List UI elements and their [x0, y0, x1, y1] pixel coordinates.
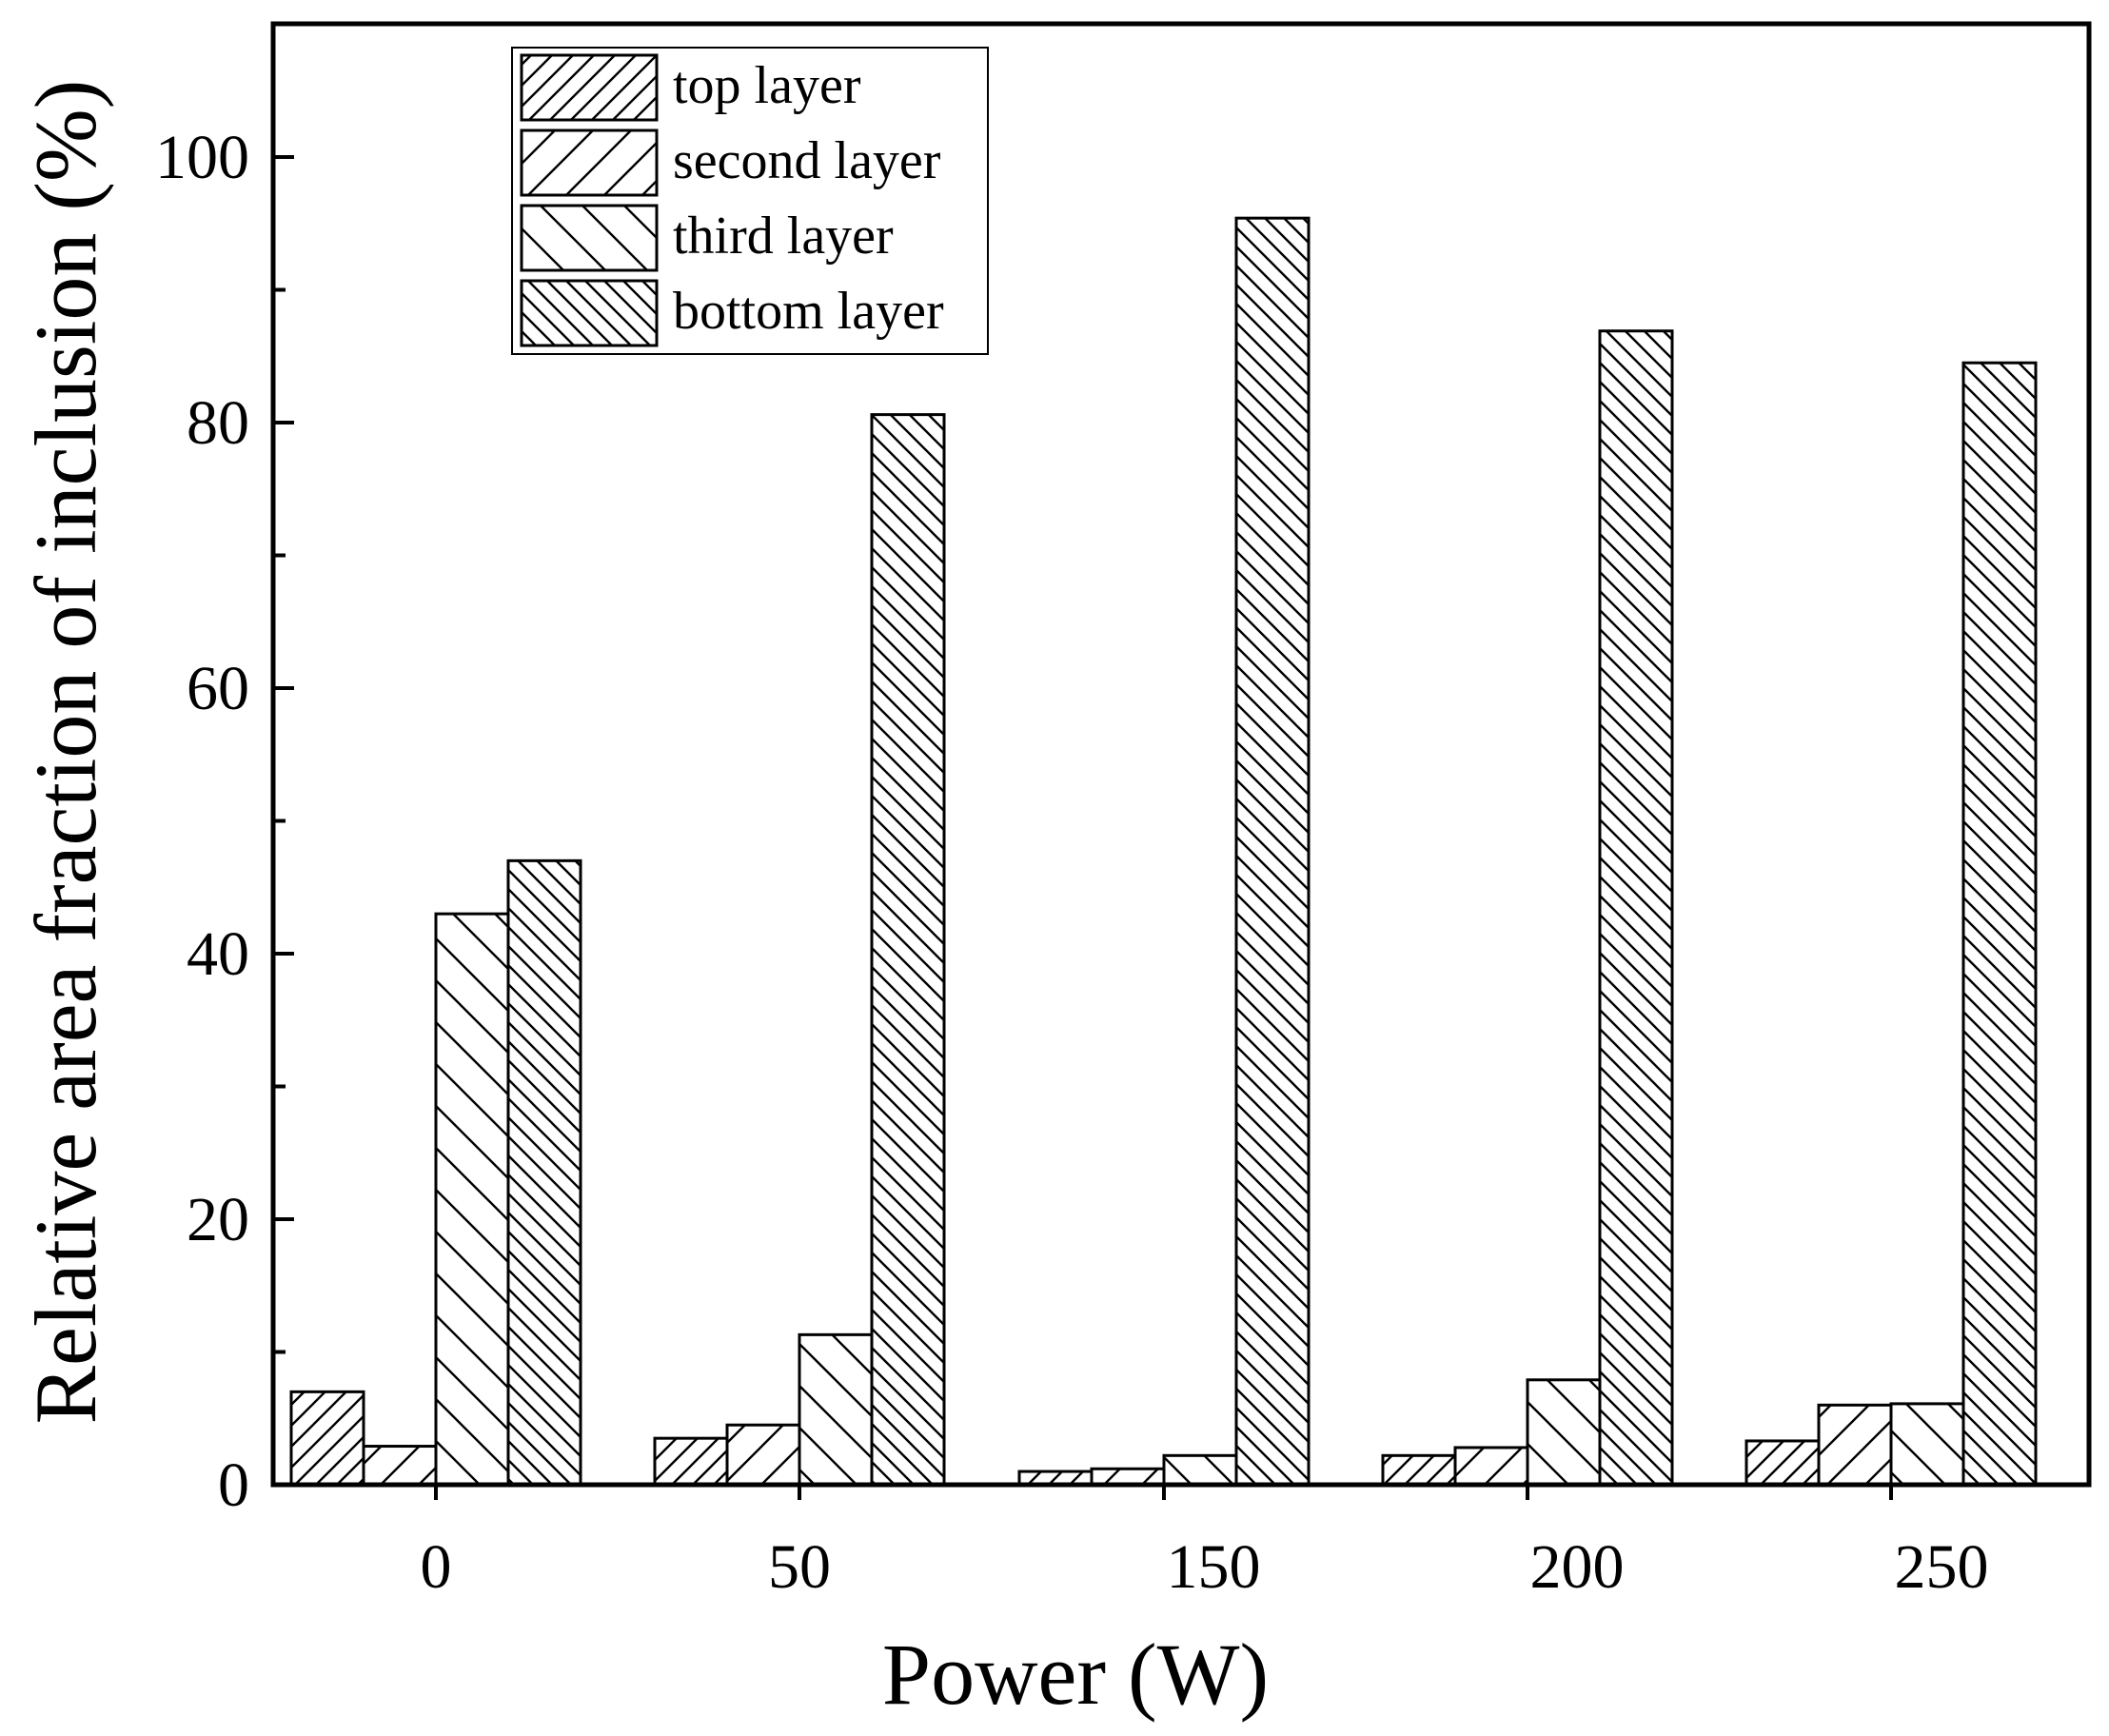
- bar-bottom-layer-0: [506, 858, 582, 1487]
- bar-bottom-layer-150: [1234, 216, 1311, 1487]
- plot-frame: [270, 21, 2092, 1488]
- bar-top-layer-0: [289, 1390, 365, 1487]
- legend-swatch: [520, 279, 659, 347]
- y-tick-label: 40: [187, 919, 249, 989]
- bar-bottom-layer-250: [1961, 361, 2038, 1487]
- legend-swatch: [520, 53, 659, 122]
- bar-top-layer-50: [653, 1436, 729, 1487]
- bar-top-layer-200: [1381, 1453, 1457, 1487]
- x-tick-label: 0: [421, 1532, 452, 1602]
- y-axis-ticks: 0 20 40 60 80 100: [155, 22, 294, 1520]
- y-axis-title: Relative area fraction of inclusion (%): [17, 80, 114, 1425]
- x-tick-label: 200: [1530, 1532, 1625, 1602]
- bar-third-layer-150: [1162, 1453, 1238, 1487]
- bar-third-layer-250: [1889, 1402, 1965, 1487]
- legend-label: top layer: [673, 56, 861, 115]
- bar-second-layer-150: [1090, 1467, 1166, 1487]
- bar-second-layer-50: [725, 1423, 801, 1487]
- y-tick-label: 20: [187, 1185, 249, 1254]
- bar-bottom-layer-50: [870, 413, 946, 1487]
- bar-third-layer-50: [798, 1332, 874, 1487]
- legend-label: third layer: [673, 207, 894, 266]
- bar-third-layer-200: [1526, 1378, 1602, 1487]
- bars: [289, 216, 2038, 1487]
- x-tick-label: 250: [1895, 1532, 1989, 1602]
- legend-swatch: [520, 128, 659, 197]
- bar-bottom-layer-200: [1598, 329, 1674, 1487]
- x-axis-title: Power (W): [882, 1626, 1269, 1723]
- bar-second-layer-250: [1817, 1403, 1893, 1487]
- bar-second-layer-200: [1453, 1446, 1529, 1487]
- x-axis-ticks: 0 50 150 200 250: [421, 1485, 1989, 1602]
- legend-label: bottom layer: [673, 282, 944, 341]
- bar-third-layer-0: [434, 912, 510, 1487]
- legend: top layer second layer third layer bottom l…: [511, 47, 989, 355]
- legend-label: second layer: [673, 131, 941, 190]
- y-tick-label: 60: [187, 654, 249, 723]
- x-tick-label: 150: [1167, 1532, 1261, 1602]
- bar-second-layer-0: [362, 1445, 438, 1487]
- y-tick-label: 0: [218, 1450, 249, 1520]
- y-tick-label: 100: [155, 123, 249, 192]
- legend-swatch: [520, 204, 659, 272]
- bar-top-layer-250: [1744, 1439, 1821, 1487]
- x-tick-label: 50: [768, 1532, 831, 1602]
- y-tick-label: 80: [187, 388, 249, 458]
